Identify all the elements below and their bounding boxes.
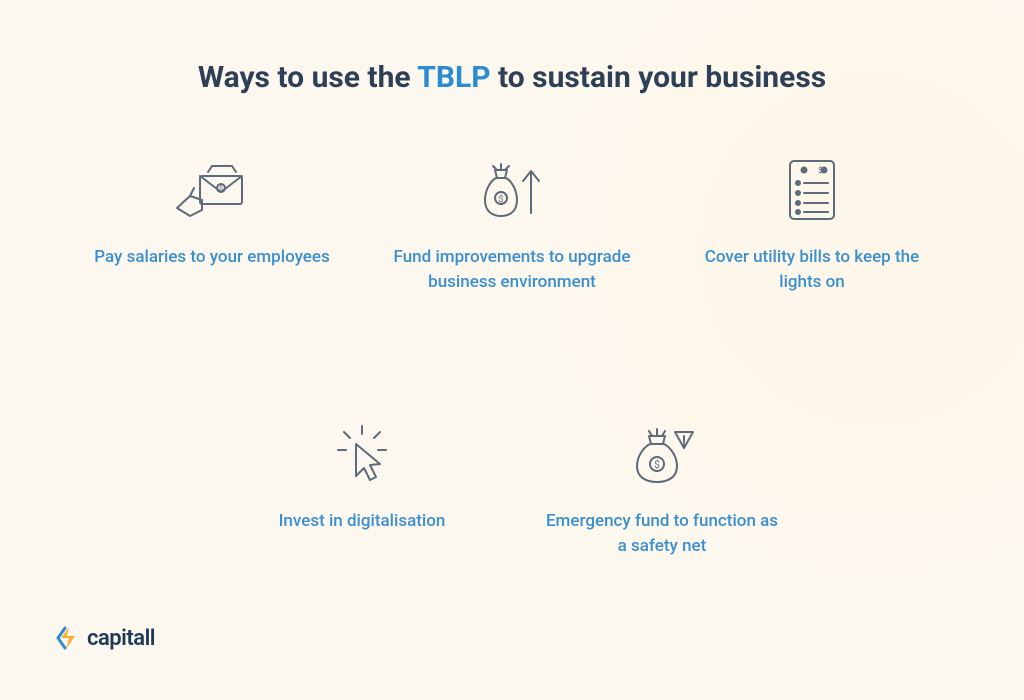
item-label: Invest in digitalisation: [279, 509, 446, 534]
logo-text: capitall: [87, 626, 155, 651]
item-label: Cover utility bills to keep the lights o…: [692, 245, 932, 294]
item-label: Pay salaries to your employees: [94, 245, 330, 270]
item-utility-bills: $ Cover utility bills to keep the lights…: [672, 155, 952, 379]
cursor-click-icon: [330, 419, 395, 489]
logo-mark-icon: [55, 625, 81, 651]
brand-logo: capitall: [55, 625, 155, 651]
item-emergency-fund: $ Emergency fund to function as a safety…: [522, 419, 802, 643]
item-label: Emergency fund to function as a safety n…: [542, 509, 782, 558]
title-accent: TBLP: [417, 60, 490, 95]
hand-envelope-money-icon: $: [172, 155, 252, 225]
svg-text:$: $: [654, 458, 660, 471]
page-title: Ways to use the TBLP to sustain your bus…: [70, 60, 954, 95]
infographic-container: Ways to use the TBLP to sustain your bus…: [0, 0, 1024, 683]
svg-text:$: $: [498, 194, 503, 205]
item-pay-salaries: $ Pay salaries to your employees: [72, 155, 352, 379]
item-digitalisation: Invest in digitalisation: [222, 419, 502, 643]
bill-list-icon: $: [782, 155, 842, 225]
items-grid: $ Pay salaries to your employees $ Fund …: [70, 155, 954, 643]
svg-text:$: $: [219, 185, 223, 193]
money-bag-arrow-up-icon: $: [475, 155, 550, 225]
title-part-1: Ways to use the: [198, 60, 417, 95]
item-fund-improvements: $ Fund improvements to upgrade business …: [372, 155, 652, 379]
money-bag-exclaim-icon: $: [627, 419, 697, 489]
item-label: Fund improvements to upgrade business en…: [392, 245, 632, 294]
title-part-2: to sustain your business: [491, 60, 827, 95]
